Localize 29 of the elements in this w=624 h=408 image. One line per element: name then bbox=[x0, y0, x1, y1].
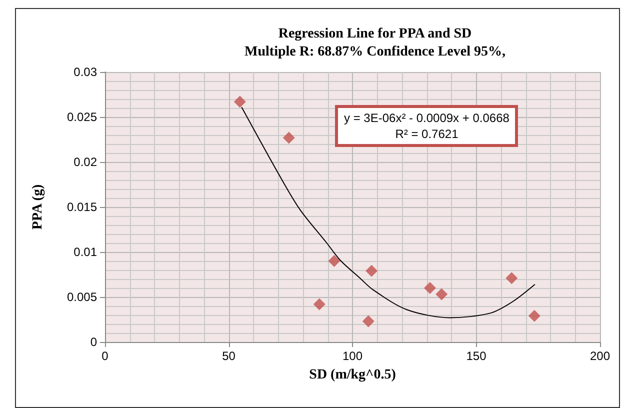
point bbox=[436, 288, 448, 300]
y-tick-label: 0.015 bbox=[66, 200, 98, 214]
annotation: y = 3E-06x² - 0.0009x + 0.0668 bbox=[344, 110, 510, 126]
x-tick-label: 0 bbox=[102, 349, 109, 363]
point bbox=[506, 272, 518, 284]
y-tick-label: 0.02 bbox=[74, 155, 98, 169]
chart-subtitle: Multiple R: 68.87% Confidence Level 95%, bbox=[244, 44, 506, 60]
point bbox=[424, 282, 436, 294]
point bbox=[328, 255, 340, 267]
point bbox=[234, 96, 246, 108]
y-tick-label: 0 bbox=[90, 335, 98, 349]
y-axis-title: PPA (g) bbox=[30, 184, 46, 230]
chart-title: Regression Line for PPA and SD bbox=[278, 26, 472, 42]
x-tick-label: 50 bbox=[222, 349, 236, 363]
x-tick-label: 150 bbox=[466, 349, 487, 363]
y-tick-label: 0.005 bbox=[66, 290, 98, 304]
point bbox=[282, 132, 295, 144]
y-tick-label: 0.03 bbox=[74, 65, 98, 79]
point bbox=[313, 298, 326, 310]
y-tick-label: 0.01 bbox=[74, 245, 98, 259]
x-tick-label: 100 bbox=[342, 349, 363, 363]
point bbox=[528, 310, 540, 322]
point bbox=[366, 264, 378, 277]
y-tick-label: 0.025 bbox=[66, 110, 98, 124]
x-axis-title: SD (m/kg^0.5) bbox=[309, 368, 396, 382]
equation-box: y = 3E-06x² - 0.0009x + 0.0668 R² = 0.7621 bbox=[335, 105, 518, 147]
annotation: R² = 0.7621 bbox=[394, 126, 460, 142]
x-tick-label: 200 bbox=[590, 349, 610, 363]
point bbox=[362, 315, 374, 328]
